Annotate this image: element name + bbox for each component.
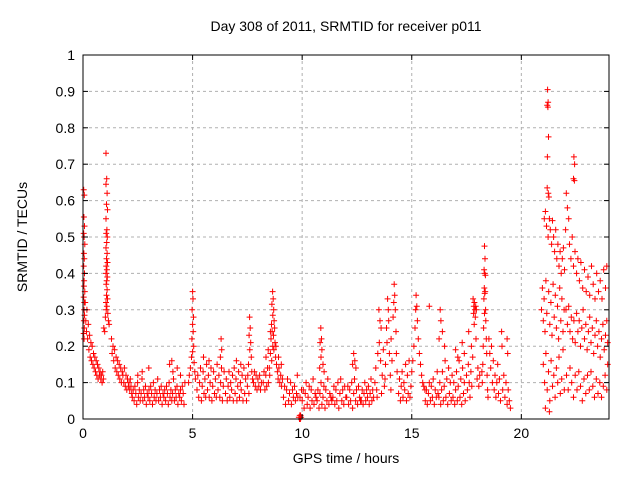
y-tick-label: 1 <box>67 47 75 63</box>
x-tick-label: 20 <box>514 425 530 441</box>
y-tick-label: 0 <box>67 411 75 427</box>
data-points <box>80 86 611 422</box>
y-tick-label: 0.7 <box>56 156 76 172</box>
plot-generated-layer: 00.10.20.30.40.50.60.70.80.910 5 10 15 20 <box>56 47 611 441</box>
y-tick-label: 0.1 <box>56 375 76 391</box>
chart-title: Day 308 of 2011, SRMTID for receiver p01… <box>210 18 481 34</box>
y-tick-label: 0.8 <box>56 120 76 136</box>
x-tick-label: 15 <box>404 425 420 441</box>
x-tick-label: 0 <box>79 425 87 441</box>
y-tick-label: 0.4 <box>56 265 76 281</box>
x-axis-label: GPS time / hours <box>293 450 400 466</box>
y-axis-label: SRMTID / TECUs <box>14 182 30 292</box>
y-tick-label: 0.6 <box>56 193 76 209</box>
y-tick-label: 0.9 <box>56 83 76 99</box>
x-tick-label: 5 <box>189 425 197 441</box>
y-tick-label: 0.3 <box>56 302 76 318</box>
y-tick-label: 0.2 <box>56 338 76 354</box>
y-tick-label: 0.5 <box>56 229 76 245</box>
x-tick-label: 10 <box>294 425 310 441</box>
